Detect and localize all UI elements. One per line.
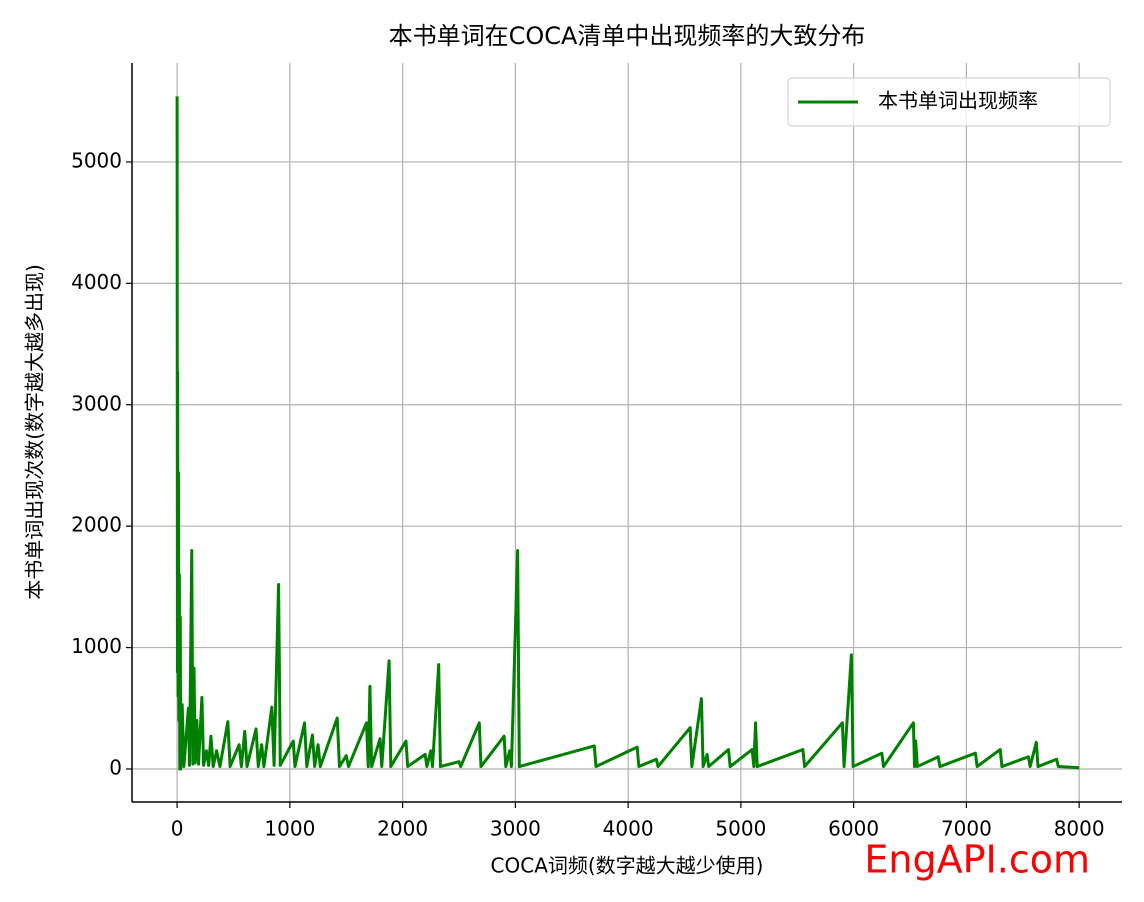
x-tick-label: 8000: [1054, 817, 1105, 841]
y-tick-label: 1000: [71, 634, 122, 658]
x-tick-label: 0: [171, 817, 184, 841]
y-axis-label: 本书单词出现次数(数字越大越多出现): [23, 264, 47, 600]
y-tick-label: 3000: [71, 391, 122, 415]
x-tick-label: 2000: [377, 817, 428, 841]
legend-box: [787, 77, 1111, 127]
x-tick-label: 1000: [264, 817, 315, 841]
data-line: [175, 96, 1080, 771]
legend-label: 本书单词出现频率: [878, 89, 1038, 113]
y-tick-label: 0: [109, 755, 122, 779]
x-tick-label: 4000: [603, 817, 654, 841]
x-tick-label: 7000: [941, 817, 992, 841]
x-tick-label: 6000: [828, 817, 879, 841]
y-tick-label: 2000: [71, 513, 122, 537]
x-tick-label: 5000: [715, 817, 766, 841]
y-tick-label: 4000: [71, 270, 122, 294]
chart-title: 本书单词在COCA清单中出现频率的大致分布: [389, 22, 866, 50]
y-tick-label: 5000: [71, 148, 122, 172]
x-tick-label: 3000: [490, 817, 541, 841]
x-axis-label: COCA词频(数字越大越少使用): [491, 854, 764, 878]
watermark: EngAPI.com: [864, 838, 1090, 882]
